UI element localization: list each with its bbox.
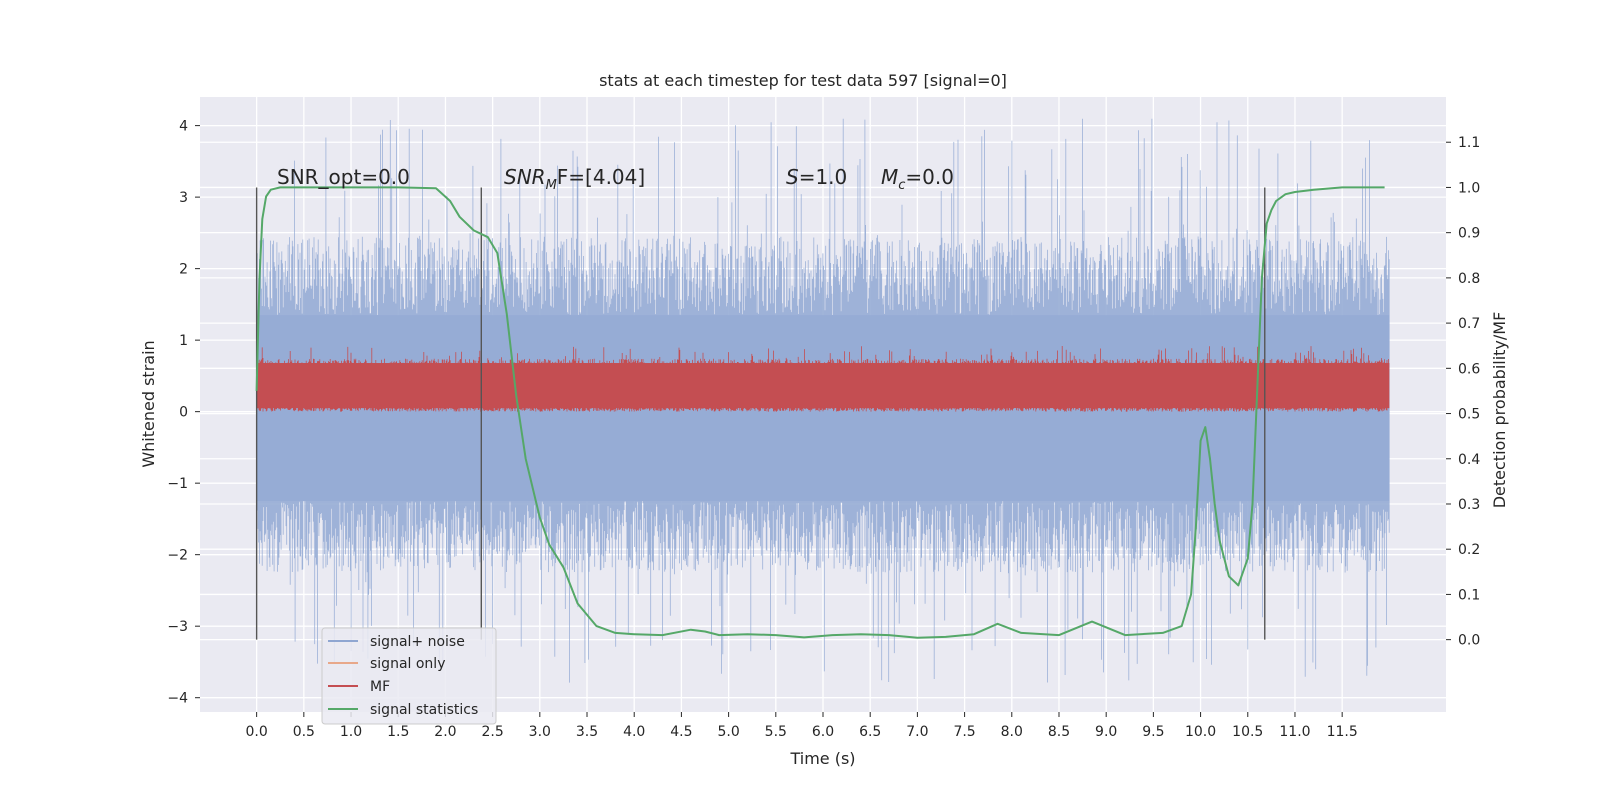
annotation-snr-mf-label: SNR (504, 165, 546, 189)
y2-tick-label: 0.4 (1458, 452, 1480, 468)
x-tick-label: 6.0 (812, 724, 834, 740)
annotation-snr-mf-value: F=[4.04] (557, 165, 645, 189)
axis-ticks: 0.0 0.5 1.0 1.5 2.0 2.5 3.0 3.5 4.0 4.5 5.0 5.5 6.0 6… (167, 119, 1480, 740)
x-tick-label: 11.0 (1279, 724, 1310, 740)
x-tick-label: 10.0 (1185, 724, 1216, 740)
x-tick-label: 1.5 (387, 724, 409, 740)
y2-tick-label: 0.3 (1458, 497, 1480, 513)
x-tick-label: 3.0 (529, 724, 551, 740)
y2-tick-label: 1.1 (1458, 135, 1480, 151)
x-tick-label: 7.5 (953, 724, 975, 740)
x-tick-label: 5.0 (717, 724, 739, 740)
mf-band-layer (256, 346, 1390, 412)
x-tick-label: 10.5 (1232, 724, 1263, 740)
chart-title: stats at each timestep for test data 597… (599, 71, 1007, 90)
annotation-snr-mf-sub: M (546, 178, 557, 193)
y-tick-label: 3 (179, 190, 188, 206)
y2-tick-label: 1.0 (1458, 180, 1480, 196)
y2-tick-label: 0.0 (1458, 633, 1480, 649)
y-tick-label: −4 (167, 691, 188, 707)
legend-label-signal-statistics: signal statistics (370, 702, 478, 718)
x-tick-label: 3.5 (576, 724, 598, 740)
x-tick-label: 8.5 (1048, 724, 1070, 740)
y2-tick-label: 0.6 (1458, 361, 1480, 377)
y2-axis-label: Detection probability/MF (1490, 312, 1509, 509)
legend-label-signal-noise: signal+ noise (370, 634, 465, 650)
y2-tick-label: 0.8 (1458, 271, 1480, 287)
x-tick-label: 6.5 (859, 724, 881, 740)
legend: signal+ noise signal only MF signal stat… (321, 627, 497, 725)
x-tick-label: 4.0 (623, 724, 645, 740)
y2-tick-label: 0.9 (1458, 226, 1480, 242)
annotation-snr-opt: SNR_opt=0.0 (277, 165, 410, 189)
x-tick-label: 2.5 (481, 724, 503, 740)
x-tick-label: 9.5 (1142, 724, 1164, 740)
annotation-mc-sub: c (898, 178, 905, 193)
y-tick-label: −2 (167, 548, 188, 564)
x-axis-label: Time (s) (789, 749, 855, 768)
y-tick-label: 0 (179, 405, 188, 421)
x-tick-label: 8.0 (1001, 724, 1023, 740)
annotation-s-value: =1.0 (799, 165, 848, 189)
y-tick-label: −1 (167, 476, 188, 492)
annotation-mc-value: =0.0 (905, 165, 954, 189)
annotation-s: S=1.0 (786, 165, 847, 189)
legend-label-signal-only: signal only (370, 656, 445, 672)
annotation-mc: Mc=0.0 (881, 165, 954, 193)
annotations: SNR_opt=0.0 SNRMF=[4.04] S=1.0 Mc=0.0 (277, 165, 954, 193)
y-tick-label: 1 (179, 333, 188, 349)
x-tick-label: 0.0 (246, 724, 268, 740)
y2-tick-label: 0.2 (1458, 542, 1480, 558)
y2-tick-label: 0.1 (1458, 587, 1480, 603)
signal-statistics-layer (255, 186, 1385, 639)
annotation-mc-label: M (881, 165, 898, 189)
x-tick-label: 1.0 (340, 724, 362, 740)
x-tick-label: 2.0 (434, 724, 456, 740)
annotation-snr-mf: SNRMF=[4.04] (504, 165, 645, 193)
x-tick-label: 7.0 (906, 724, 928, 740)
x-tick-label: 0.5 (293, 724, 315, 740)
y-tick-label: 2 (179, 262, 188, 278)
vertical-markers (255, 187, 1266, 640)
y2-tick-label: 0.7 (1458, 316, 1480, 332)
signal-statistics-series (255, 186, 1385, 639)
annotation-s-label: S (786, 165, 799, 189)
legend-label-mf: MF (370, 679, 390, 695)
y2-tick-label: 0.5 (1458, 407, 1480, 423)
y-axis-label: Whitened strain (139, 340, 158, 467)
legend-box (321, 627, 497, 725)
y-tick-label: −3 (167, 619, 188, 635)
x-tick-label: 5.5 (765, 724, 787, 740)
x-tick-label: 4.5 (670, 724, 692, 740)
y-tick-label: 4 (179, 119, 188, 135)
x-tick-label: 11.5 (1327, 724, 1358, 740)
x-tick-label: 9.0 (1095, 724, 1117, 740)
